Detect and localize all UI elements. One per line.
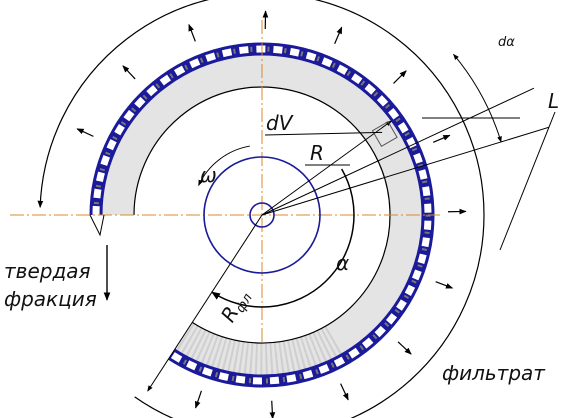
filtrate-arrow bbox=[122, 65, 136, 80]
filtrate-arrow bbox=[397, 341, 412, 355]
label-filtrate: фильтрат bbox=[442, 361, 546, 385]
r-line bbox=[261, 120, 392, 216]
filtrate-arrow bbox=[76, 128, 94, 137]
label-d-alpha: dα bbox=[498, 35, 515, 50]
omega-arrow bbox=[198, 145, 250, 186]
rotor bbox=[203, 156, 321, 274]
label-r-fl-group: R фл bbox=[216, 291, 256, 326]
l-leader bbox=[499, 111, 556, 251]
r-fl-line bbox=[147, 214, 263, 392]
shaft bbox=[249, 202, 275, 228]
liquid-layer bbox=[102, 55, 422, 375]
screen-slots bbox=[92, 45, 432, 385]
label-r: R bbox=[310, 141, 324, 165]
filtrate-arrow bbox=[194, 390, 203, 409]
dv-leader bbox=[264, 131, 383, 136]
geometry bbox=[10, 0, 556, 418]
filtrate-arrow bbox=[188, 23, 196, 42]
label-alpha: α bbox=[336, 251, 349, 275]
filtrate-arrow bbox=[269, 400, 276, 418]
filtrate-arrow bbox=[393, 70, 407, 84]
label-omega: ω bbox=[200, 163, 217, 187]
liquid-inner bbox=[133, 86, 391, 344]
label-solid-2: фракция bbox=[4, 287, 97, 311]
label-l: L bbox=[548, 89, 559, 113]
dv-element bbox=[371, 121, 398, 148]
filtrate-arrow bbox=[340, 383, 349, 401]
label-dv: dV bbox=[266, 111, 294, 135]
discharge-lip bbox=[89, 214, 105, 237]
filtrate-arrow bbox=[432, 134, 451, 143]
filtrate-arrow bbox=[435, 281, 454, 289]
filtrate-arrow bbox=[334, 26, 343, 45]
alpha-arc bbox=[211, 168, 355, 308]
d-alpha-arc bbox=[453, 53, 502, 143]
label-solid-1: твердая bbox=[4, 259, 91, 283]
